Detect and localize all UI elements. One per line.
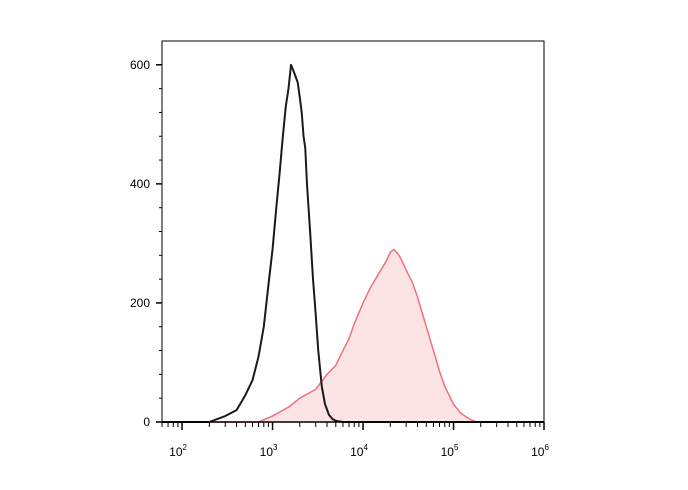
- y-tick-label: 400: [130, 177, 150, 191]
- series-1-line: [162, 63, 544, 423]
- x-tick-label: 105: [441, 443, 459, 459]
- series-layer: [162, 63, 544, 423]
- y-tick-label: 200: [130, 296, 150, 310]
- series-2-area: [162, 249, 544, 422]
- x-tick-label: 102: [169, 443, 187, 459]
- y-tick-label: 0: [143, 415, 150, 429]
- x-tick-label: 106: [531, 443, 549, 459]
- x-tick-label: 104: [350, 443, 368, 459]
- series-2-line: [162, 248, 544, 423]
- x-tick-label: 103: [260, 443, 278, 459]
- axis-layer: 0 200 400 600 102 103 104 105 106: [130, 58, 549, 459]
- y-tick-label: 600: [130, 58, 150, 72]
